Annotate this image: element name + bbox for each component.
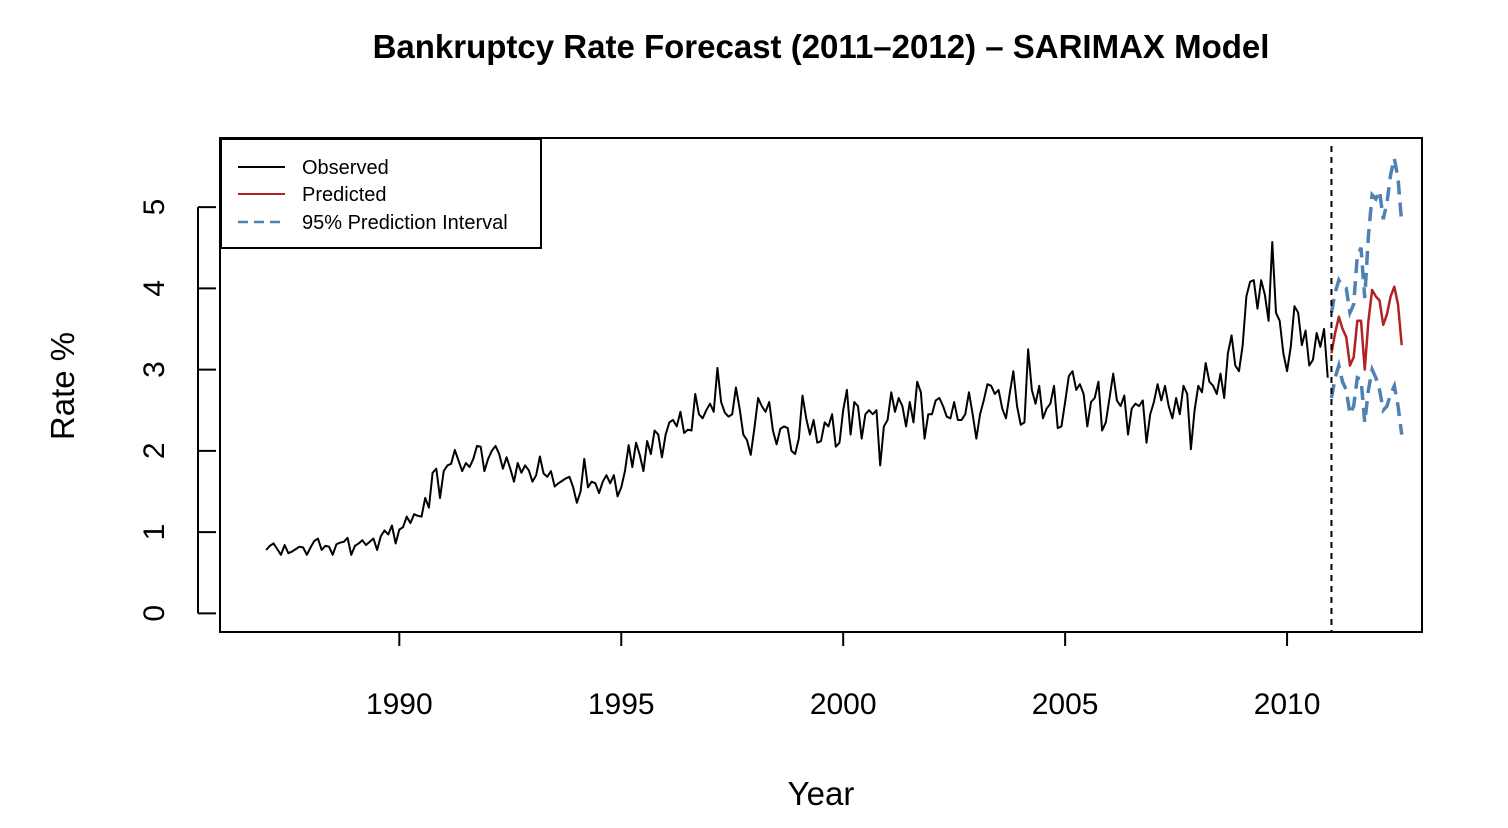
series-layer [265,146,1404,632]
x-tick-label: 2010 [1254,688,1321,721]
x-axis: 1990 1995 2000 2005 2010 [366,631,1321,721]
y-tick-label: 2 [138,442,171,459]
y-tick-label: 4 [138,280,171,297]
x-tick-label: 2005 [1032,688,1099,721]
y-tick-label: 0 [138,605,171,622]
y-tick-label: 3 [138,361,171,378]
legend: Observed Predicted 95% Prediction Interv… [220,138,542,249]
chart-title: Bankruptcy Rate Forecast (2011–2012) – S… [373,28,1270,65]
x-tick-label: 1990 [366,688,433,721]
x-tick-label: 1995 [588,688,655,721]
x-axis-title: Year [788,775,855,812]
series-predicted-line [1330,285,1403,371]
x-tick-label: 2000 [810,688,877,721]
series-observed-line [265,241,1329,556]
legend-label-predicted: Predicted [302,184,387,206]
y-axis-title: Rate % [44,332,81,440]
legend-label-observed: Observed [302,157,389,179]
y-axis: 0 1 2 3 4 5 [138,199,216,622]
legend-label-interval: 95% Prediction Interval [302,212,508,234]
y-tick-label: 5 [138,199,171,216]
y-tick-label: 1 [138,524,171,541]
series-interval-upper-line [1329,157,1404,319]
series-interval-lower-line [1329,358,1404,435]
